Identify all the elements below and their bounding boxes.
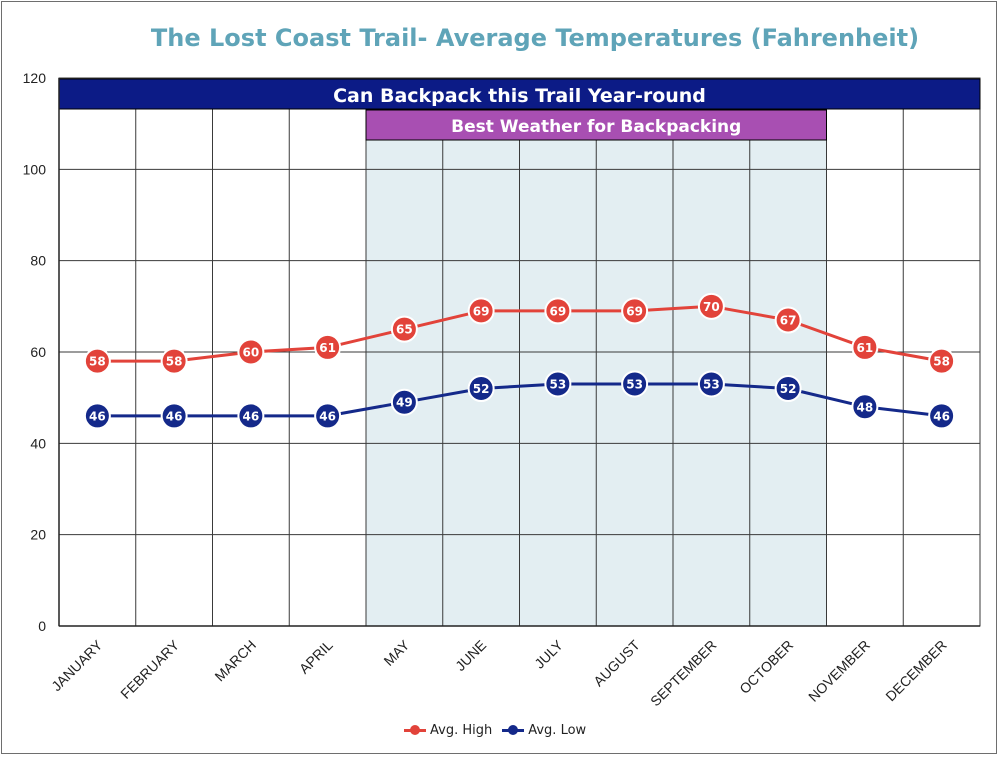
data-label-high: 58 bbox=[89, 355, 106, 369]
y-tick-label: 120 bbox=[23, 70, 47, 86]
year-round-band bbox=[58, 78, 981, 110]
data-label-low: 52 bbox=[780, 382, 797, 396]
data-label-high: 58 bbox=[166, 355, 183, 369]
data-point-low bbox=[928, 402, 956, 430]
data-point-low bbox=[774, 375, 802, 403]
x-tick-label: FEBRUARY bbox=[117, 636, 183, 702]
data-point-high bbox=[390, 315, 418, 343]
legend: Avg. High Avg. Low bbox=[404, 719, 596, 741]
data-label-high: 67 bbox=[780, 314, 797, 328]
data-point-low bbox=[314, 402, 342, 430]
x-tick-label: AUGUST bbox=[590, 636, 643, 689]
data-point-low bbox=[160, 402, 188, 430]
x-tick-label: OCTOBER bbox=[736, 637, 796, 697]
data-point-high bbox=[697, 292, 725, 320]
data-point-high bbox=[621, 297, 649, 325]
chart-title: The Lost Coast Trail- Average Temperatur… bbox=[150, 24, 920, 52]
data-point-low bbox=[544, 370, 572, 398]
y-tick-label: 60 bbox=[30, 344, 46, 360]
x-tick-label: JULY bbox=[531, 636, 566, 671]
data-label-low: 46 bbox=[243, 409, 260, 423]
x-tick-label: MARCH bbox=[211, 637, 259, 685]
data-point-low bbox=[83, 402, 111, 430]
data-point-high bbox=[314, 333, 342, 361]
data-point-high bbox=[851, 333, 879, 361]
data-label-low: 53 bbox=[550, 377, 567, 391]
best-weather-band bbox=[365, 109, 827, 141]
x-tick-label: NOVEMBER bbox=[805, 637, 873, 705]
data-point-low bbox=[237, 402, 265, 430]
data-point-low bbox=[390, 388, 418, 416]
legend-label-high: Avg. High bbox=[430, 722, 493, 738]
x-tick-label: JUNE bbox=[452, 637, 489, 674]
y-tick-label: 100 bbox=[23, 161, 47, 177]
y-tick-label: 80 bbox=[30, 253, 46, 269]
y-tick-label: 40 bbox=[30, 435, 46, 451]
data-point-high bbox=[544, 297, 572, 325]
year-round-band-label: Can Backpack this Trail Year-round bbox=[333, 85, 706, 107]
x-tick-label: JANUARY bbox=[48, 636, 106, 694]
data-label-low: 46 bbox=[319, 409, 336, 423]
data-label-high: 70 bbox=[703, 300, 720, 314]
legend-item-high: Avg. High bbox=[404, 723, 492, 738]
data-label-low: 53 bbox=[626, 377, 643, 391]
data-point-low bbox=[851, 393, 879, 421]
data-label-high: 69 bbox=[626, 304, 643, 318]
data-point-high bbox=[237, 338, 265, 366]
legend-swatch-high bbox=[404, 724, 426, 736]
data-label-high: 61 bbox=[857, 341, 874, 355]
data-label-high: 58 bbox=[933, 355, 950, 369]
data-point-low bbox=[621, 370, 649, 398]
legend-label-low: Avg. Low bbox=[528, 722, 587, 738]
x-tick-label: MAY bbox=[380, 636, 412, 668]
data-point-high bbox=[928, 347, 956, 375]
data-label-high: 69 bbox=[473, 304, 490, 318]
data-label-low: 46 bbox=[166, 409, 183, 423]
y-tick-label: 20 bbox=[30, 527, 46, 543]
best-weather-band-label: Best Weather for Backpacking bbox=[451, 117, 741, 137]
x-tick-label: SEPTEMBER bbox=[647, 637, 719, 709]
data-label-low: 46 bbox=[89, 409, 106, 423]
data-label-high: 65 bbox=[396, 323, 413, 337]
legend-item-low: Avg. Low bbox=[502, 723, 586, 738]
data-label-low: 52 bbox=[473, 382, 490, 396]
data-label-low: 48 bbox=[857, 400, 874, 414]
x-tick-label: DECEMBER bbox=[882, 637, 949, 704]
data-point-high bbox=[83, 347, 111, 375]
data-point-high bbox=[774, 306, 802, 334]
data-point-high bbox=[160, 347, 188, 375]
data-point-low bbox=[697, 370, 725, 398]
data-label-high: 69 bbox=[550, 304, 567, 318]
legend-swatch-low bbox=[502, 724, 525, 736]
y-tick-label: 0 bbox=[38, 618, 46, 634]
x-tick-label: APRIL bbox=[296, 637, 336, 677]
data-label-low: 53 bbox=[703, 377, 720, 391]
data-label-high: 61 bbox=[319, 341, 336, 355]
data-point-high bbox=[467, 297, 495, 325]
data-label-low: 46 bbox=[933, 409, 950, 423]
data-point-low bbox=[467, 375, 495, 403]
data-label-high: 60 bbox=[243, 346, 260, 360]
data-label-low: 49 bbox=[396, 396, 413, 410]
